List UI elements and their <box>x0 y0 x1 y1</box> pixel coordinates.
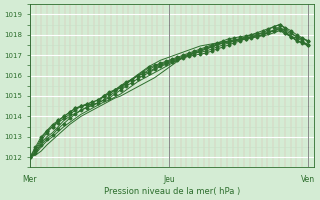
X-axis label: Pression niveau de la mer( hPa ): Pression niveau de la mer( hPa ) <box>104 187 240 196</box>
